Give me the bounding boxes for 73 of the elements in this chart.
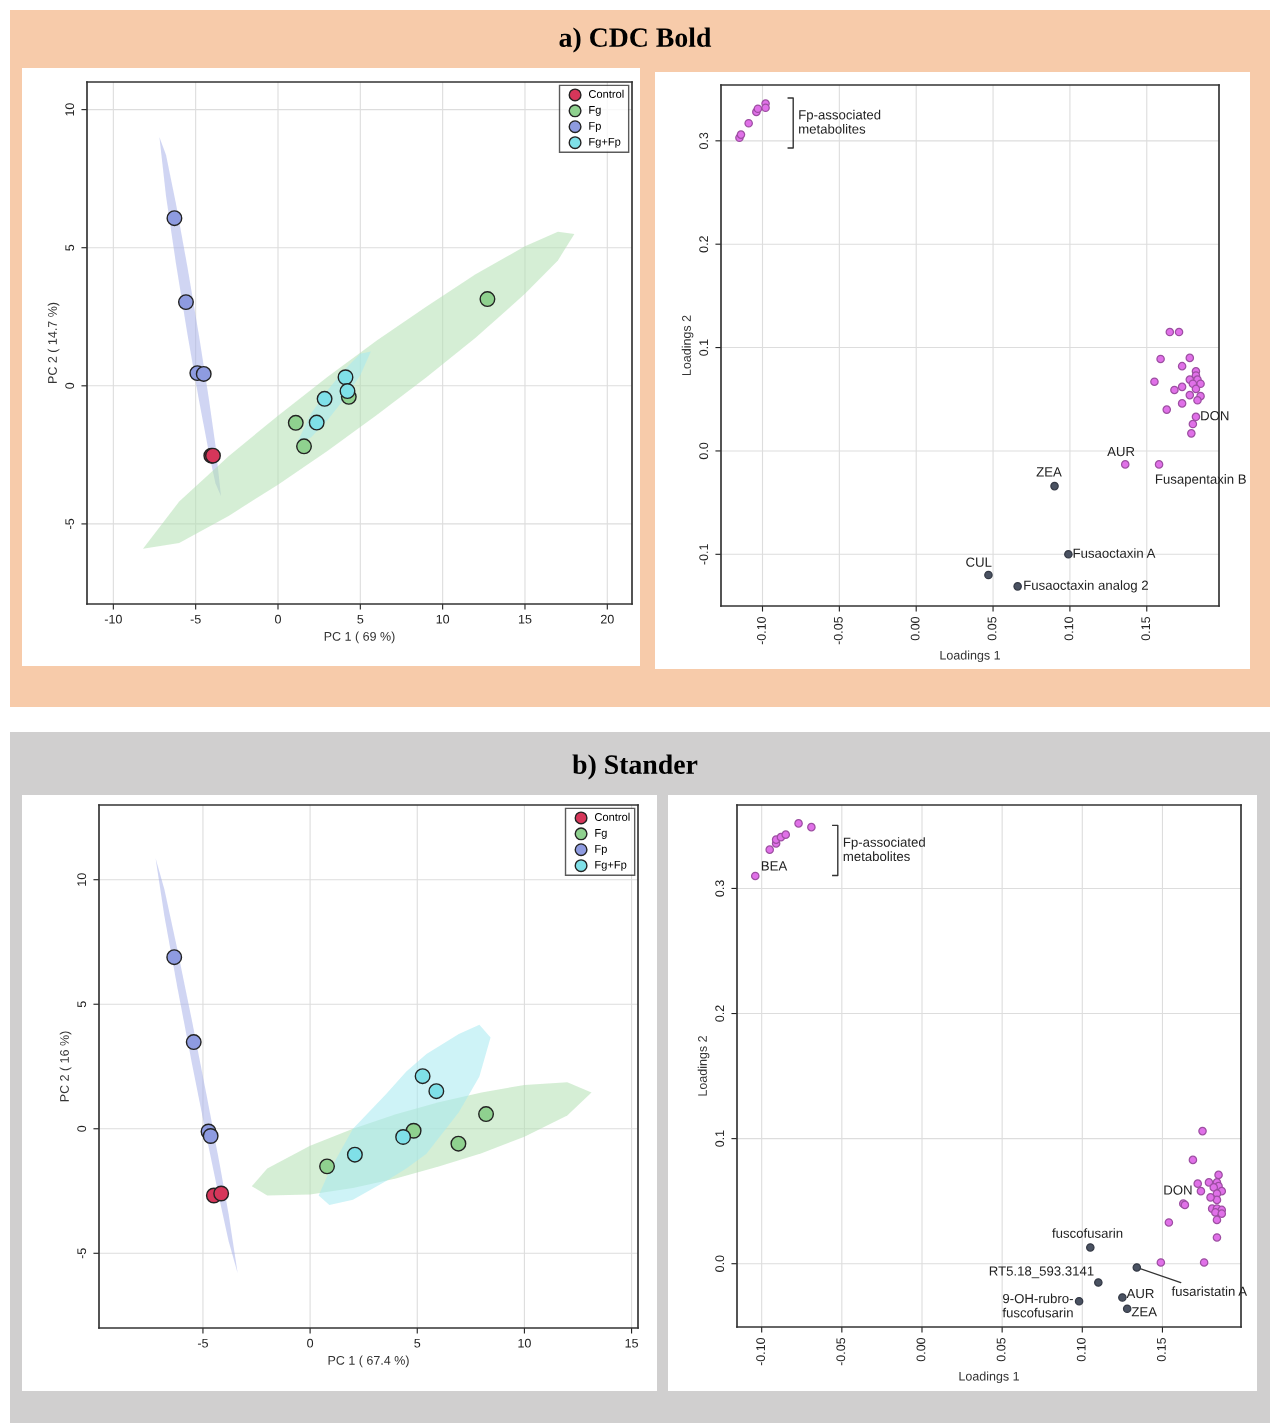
x-axis-title: PC 1 ( 69 %) bbox=[324, 631, 395, 644]
x-tick-label: 0.10 bbox=[1076, 1337, 1086, 1362]
x-tick-label: 15 bbox=[518, 614, 532, 624]
y-tick-label: 0 bbox=[65, 382, 75, 389]
legend-label: Fp bbox=[589, 122, 601, 132]
x-axis-title: PC 1 ( 67.4 %) bbox=[328, 1355, 409, 1368]
legend-label: Fg+Fp bbox=[595, 860, 627, 871]
annotation: fuscofusarin bbox=[1052, 1228, 1123, 1238]
annotation: Fp-associated metabolites bbox=[843, 837, 925, 862]
x-tick-label: -0.10 bbox=[756, 1337, 766, 1366]
x-tick-label: -0.05 bbox=[836, 1337, 846, 1366]
x-tick-label: 0.15 bbox=[1156, 1337, 1166, 1362]
y-tick-label: 5 bbox=[65, 244, 75, 251]
y-tick-label: 0.1 bbox=[715, 1130, 725, 1147]
annotation: ZEA bbox=[1131, 1307, 1157, 1317]
y-tick-label: 10 bbox=[77, 873, 87, 886]
y-axis-title: Loadings 2 bbox=[697, 1036, 710, 1096]
annotation: 9-OH-rubro- fuscofusarin bbox=[1002, 1293, 1073, 1318]
x-tick-label: -5 bbox=[190, 614, 201, 624]
legend-label: Fg bbox=[595, 829, 607, 840]
x-axis-title: Loadings 1 bbox=[940, 650, 1000, 663]
annotation: ZEA bbox=[1036, 467, 1062, 477]
y-tick-label: 0 bbox=[77, 1125, 87, 1132]
x-tick-label: 0.05 bbox=[996, 1337, 1006, 1362]
y-tick-label: -5 bbox=[65, 518, 75, 529]
x-tick-label: 0 bbox=[307, 1338, 314, 1348]
x-tick-label: -10 bbox=[104, 614, 122, 624]
x-tick-label: 0.00 bbox=[916, 1337, 926, 1362]
legend-label: Control bbox=[594, 812, 630, 821]
y-axis-title: PC 2 ( 16 %) bbox=[59, 1031, 72, 1102]
chart-title: b) Stander bbox=[572, 754, 698, 780]
x-tick-label: 0 bbox=[275, 614, 281, 624]
y-axis-title: PC 2 ( 14.7 %) bbox=[47, 302, 60, 383]
y-tick-label: 5 bbox=[77, 1001, 87, 1008]
legend-label: Fg bbox=[589, 106, 601, 117]
annotation: RT5.18_593.3141 bbox=[989, 1266, 1094, 1279]
x-tick-label: 10 bbox=[518, 1338, 531, 1348]
x-tick-label: -0.05 bbox=[833, 616, 843, 645]
annotation: BEA bbox=[761, 861, 788, 871]
x-tick-label: 0.00 bbox=[910, 616, 920, 641]
x-axis-title: Loadings 1 bbox=[959, 1371, 1019, 1384]
y-tick-label: 0.3 bbox=[699, 132, 709, 150]
x-tick-label: 5 bbox=[357, 614, 364, 624]
y-tick-label: 0.2 bbox=[699, 236, 709, 253]
y-tick-label: 0.2 bbox=[715, 1005, 725, 1022]
legend-label: Control bbox=[588, 89, 624, 98]
y-tick-label: -0.1 bbox=[699, 544, 709, 565]
annotation: CUL bbox=[966, 557, 992, 567]
annotation: Fusaoctaxin analog 2 bbox=[1024, 580, 1148, 593]
y-axis-title: Loadings 2 bbox=[681, 315, 694, 376]
annotation: Fp-associated metabolites bbox=[799, 109, 881, 134]
legend-label: Fp bbox=[595, 845, 607, 855]
y-tick-label: 10 bbox=[65, 103, 75, 116]
y-tick-label: 0.3 bbox=[715, 880, 725, 897]
y-tick-label: 0.0 bbox=[715, 1255, 725, 1272]
x-tick-label: 5 bbox=[414, 1338, 421, 1348]
annotation: AUR bbox=[1126, 1289, 1154, 1299]
x-tick-label: 0.15 bbox=[1141, 616, 1151, 641]
annotation: Fusaoctaxin A bbox=[1073, 548, 1156, 558]
x-tick-label: 0.10 bbox=[1064, 616, 1074, 641]
legend-label: Fg+Fp bbox=[589, 137, 621, 148]
annotation: AUR bbox=[1107, 447, 1135, 457]
y-tick-label: -5 bbox=[77, 1248, 87, 1259]
chart-title: a) CDC Bold bbox=[559, 27, 712, 53]
x-tick-label: -5 bbox=[197, 1338, 208, 1348]
y-tick-label: 0.1 bbox=[699, 339, 709, 356]
x-tick-label: 15 bbox=[625, 1338, 638, 1348]
annotation: DON bbox=[1164, 1185, 1192, 1195]
y-tick-label: 0.0 bbox=[699, 442, 709, 460]
x-tick-label: 0.05 bbox=[987, 616, 997, 641]
x-tick-label: 10 bbox=[436, 614, 450, 624]
x-tick-label: 20 bbox=[600, 614, 614, 624]
x-tick-label: -0.10 bbox=[757, 616, 766, 645]
